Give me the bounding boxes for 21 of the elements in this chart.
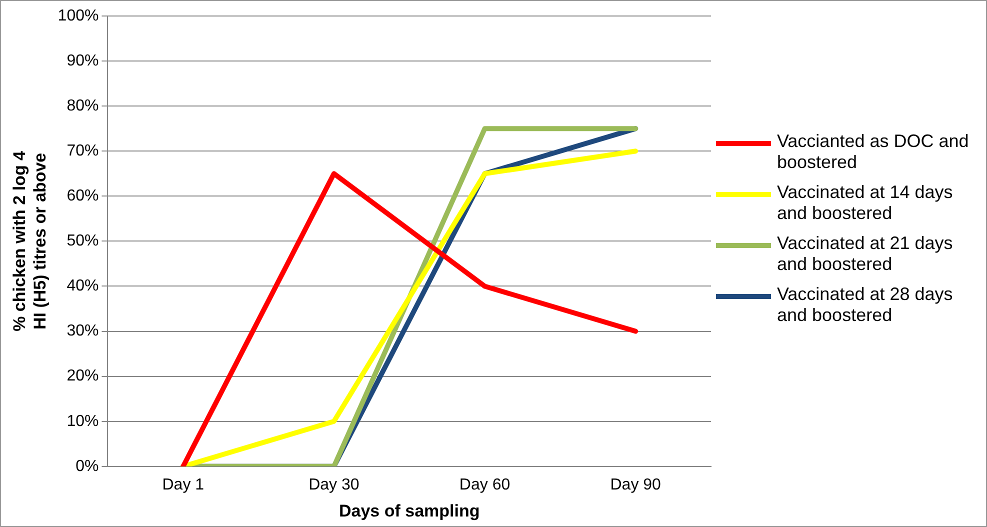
y-tick-label: 80% [66,97,99,114]
x-tick-label: Day 90 [610,476,662,494]
y-tick-label: 50% [66,232,99,250]
x-axis-title: Days of sampling [338,501,480,520]
y-tick-label: 20% [66,368,99,385]
y-tick-label: 40% [66,278,99,295]
y-tick-label: 90% [66,52,99,70]
y-tick-label: 70% [66,142,99,160]
x-tick-label: Day 30 [308,476,360,494]
y-tick-label: 10% [66,412,99,430]
y-tick-label: 30% [66,322,99,340]
legend-label: Vaccinated at 21 days and boostered [777,233,954,275]
legend-label: Vaccinated at 14 days and boostered [777,182,954,224]
legend-label: Vaccianted as DOC and boostered [777,131,970,173]
x-tick-label: Day 1 [162,476,204,494]
y-tick-label: 0% [76,458,99,475]
legend-label: Vaccinated at 28 days and boostered [777,284,954,326]
y-tick-label: 60% [66,188,99,205]
y-axis-title: % chicken with 2 log 4 HI (H5) titres or above [10,150,50,332]
x-tick-label: Day 60 [459,476,510,494]
y-tick-label: 100% [58,7,99,24]
